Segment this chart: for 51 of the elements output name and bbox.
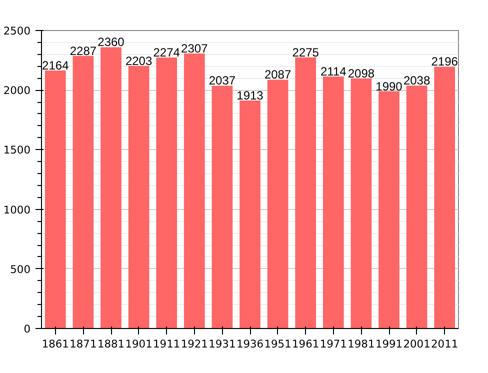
bar: [156, 57, 178, 328]
x-tick-label: 1871: [70, 338, 97, 350]
x-tick-label: 1936: [236, 338, 264, 350]
x-tick-label: 1931: [208, 338, 236, 350]
bar: [128, 66, 150, 328]
x-tick-label: 1951: [264, 338, 292, 350]
x-tick-label: 1991: [375, 338, 403, 350]
data-label: 2287: [70, 44, 97, 58]
data-label: 2196: [431, 54, 458, 69]
data-label: 2164: [42, 58, 70, 73]
bar: [322, 76, 344, 328]
bar: [350, 78, 372, 328]
bar: [184, 54, 205, 328]
data-label: 2037: [208, 74, 236, 88]
x-tick-label: 1911: [153, 338, 180, 350]
bar: [406, 86, 428, 328]
x-tick-label: 1971: [320, 338, 347, 350]
y-tick-label: 1000: [3, 203, 31, 216]
x-tick-label: 1901: [125, 338, 152, 350]
y-tick-label: 500: [10, 262, 31, 276]
data-label: 2114: [320, 64, 347, 79]
data-label: 2275: [292, 45, 320, 60]
y-tick-label: 2500: [3, 24, 31, 38]
data-label: 1990: [376, 79, 403, 94]
bar: [72, 56, 94, 328]
bar: [212, 86, 233, 328]
bar: [295, 57, 316, 328]
data-label: 2087: [264, 68, 292, 82]
bar: [100, 47, 122, 328]
data-label: 2274: [153, 45, 180, 60]
x-tick-label: 1861: [42, 338, 69, 350]
data-label: 2038: [403, 74, 430, 88]
x-tick-label: 2001: [403, 338, 430, 350]
bar: [434, 66, 456, 328]
data-label: 2098: [348, 66, 375, 80]
bar: [267, 80, 288, 328]
y-tick-label: 1500: [3, 144, 31, 157]
y-tick-label: 2000: [3, 84, 31, 98]
bar: [240, 100, 260, 328]
bar: [44, 70, 66, 328]
x-tick-label: 1981: [348, 338, 375, 350]
bar: [378, 91, 400, 328]
x-tick-label: 1921: [180, 338, 208, 350]
data-label: 2307: [181, 42, 208, 56]
x-tick-label: 1961: [292, 338, 320, 350]
x-tick-label: 1881: [97, 338, 125, 350]
x-tick-label: 2011: [431, 338, 458, 350]
data-label: 2203: [125, 54, 152, 68]
data-label: 1913: [236, 88, 264, 102]
y-tick-label: 0: [24, 322, 31, 336]
data-label: 2360: [98, 35, 125, 50]
